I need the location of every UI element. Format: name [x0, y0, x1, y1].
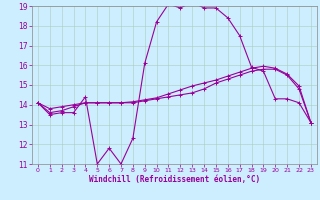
X-axis label: Windchill (Refroidissement éolien,°C): Windchill (Refroidissement éolien,°C) — [89, 175, 260, 184]
